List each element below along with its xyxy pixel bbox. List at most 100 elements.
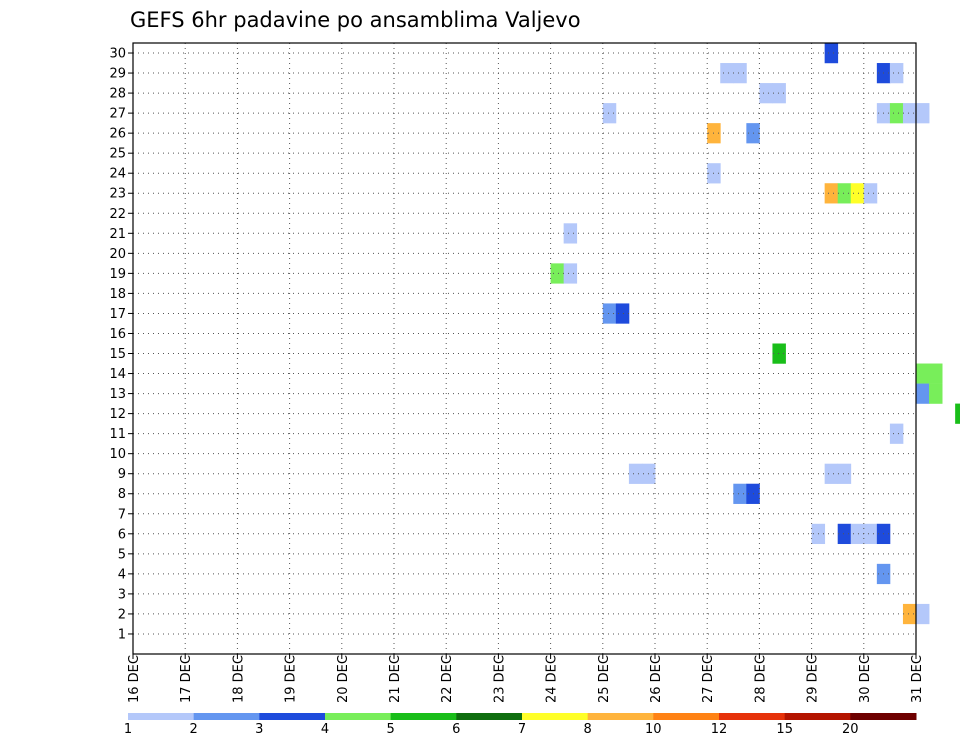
x-tick-label: 27 DEC xyxy=(701,655,716,703)
precip-cell xyxy=(824,183,839,204)
precip-cell xyxy=(824,463,839,484)
grid xyxy=(133,43,916,654)
precip-cell xyxy=(759,83,773,104)
plot-frame xyxy=(132,42,917,655)
y-tick-label: 12 xyxy=(109,407,126,422)
y-tick-label: 30 xyxy=(109,47,126,62)
colorbar-label: 6 xyxy=(452,722,460,737)
colorbar-swatch xyxy=(784,713,851,720)
precip-cell xyxy=(772,83,786,104)
precip-cell xyxy=(602,303,617,324)
precip-cell xyxy=(628,463,643,484)
y-tick-label: 26 xyxy=(109,127,126,142)
y-tick-label: 29 xyxy=(109,67,126,82)
y-tick-label: 28 xyxy=(109,87,126,102)
precip-cell xyxy=(916,363,930,384)
y-tick-label: 4 xyxy=(118,567,126,582)
x-tick-label: 21 DEC xyxy=(388,655,403,703)
y-tick-label: 17 xyxy=(109,307,126,322)
precip-cell xyxy=(863,523,878,545)
y-tick-label: 20 xyxy=(109,247,126,262)
colorbar-swatch xyxy=(193,713,260,720)
precip-cell xyxy=(889,63,904,84)
x-tick-label: 31 DEC xyxy=(910,655,925,703)
x-tick-label: 20 DEC xyxy=(336,655,351,703)
precip-cell xyxy=(824,43,839,64)
chart-title: GEFS 6hr padavine po ansamblima Valjevo xyxy=(130,8,581,32)
precip-cell xyxy=(929,363,943,384)
precip-cell xyxy=(563,263,578,284)
precip-cell xyxy=(837,523,852,545)
precip-cell xyxy=(902,603,917,625)
colorbar-swatch xyxy=(522,713,589,720)
colorbar-label: 1 xyxy=(124,722,132,737)
colorbar-label: 10 xyxy=(645,722,662,737)
precip-cell xyxy=(615,303,630,324)
precip-cell xyxy=(916,603,930,625)
y-tick-label: 23 xyxy=(109,187,126,202)
y-tick-label: 10 xyxy=(109,447,126,462)
y-tick-label: 6 xyxy=(118,527,126,542)
y-tick-label: 13 xyxy=(109,387,126,402)
x-tick-label: 23 DEC xyxy=(492,655,507,703)
y-tick-label: 1 xyxy=(118,627,126,642)
y-tick-label: 24 xyxy=(109,167,126,182)
precip-cell xyxy=(929,383,943,404)
y-tick-label: 14 xyxy=(109,367,126,382)
y-tick-label: 21 xyxy=(109,227,126,242)
colorbar-swatch xyxy=(850,713,917,720)
x-tick-label: 17 DEC xyxy=(179,655,194,703)
precip-cell xyxy=(733,483,747,504)
precip-cell xyxy=(602,103,617,124)
x-tick-label: 28 DEC xyxy=(753,655,768,703)
y-axis-ticks: 1234567891011121314151617181920212223242… xyxy=(109,47,133,642)
precip-cell xyxy=(916,103,930,124)
x-axis-ticks: 16 DEC 17 DEC 18 DEC 19 DEC 20 DEC 21 DEC 22 D… xyxy=(127,654,925,703)
precip-cell xyxy=(916,383,930,404)
colorbar-swatch xyxy=(128,713,195,720)
y-tick-label: 22 xyxy=(109,207,126,222)
precip-cell xyxy=(837,183,852,204)
colorbar-swatch xyxy=(325,713,392,720)
colorbar-swatch xyxy=(390,713,457,720)
precip-cell xyxy=(850,523,865,545)
x-tick-label: 24 DEC xyxy=(545,655,560,703)
y-tick-label: 7 xyxy=(118,507,126,522)
colorbar-label: 4 xyxy=(321,722,329,737)
y-tick-label: 8 xyxy=(118,487,126,502)
x-tick-label: 26 DEC xyxy=(649,655,664,703)
precip-cell xyxy=(955,403,960,424)
y-tick-label: 16 xyxy=(109,327,126,342)
precip-cell xyxy=(863,183,878,204)
y-tick-label: 19 xyxy=(109,267,126,282)
x-tick-label: 18 DEC xyxy=(231,655,246,703)
colorbar-swatch xyxy=(653,713,720,720)
y-tick-label: 5 xyxy=(118,547,126,562)
precip-cell xyxy=(889,103,904,124)
precip-cell xyxy=(733,63,747,84)
colorbar-label: 15 xyxy=(776,722,793,737)
colorbar: 1 2 3 4 5 6 7 8 10 12 15 20 xyxy=(124,713,917,737)
colorbar-label: 8 xyxy=(584,722,592,737)
colorbar-label: 2 xyxy=(190,722,198,737)
colorbar-swatch xyxy=(456,713,523,720)
y-tick-label: 18 xyxy=(109,287,126,302)
y-tick-label: 15 xyxy=(109,347,126,362)
x-tick-label: 30 DEC xyxy=(858,655,873,703)
y-tick-label: 25 xyxy=(109,147,126,162)
precip-cell xyxy=(563,223,578,244)
x-tick-label: 19 DEC xyxy=(284,655,299,703)
colorbar-swatch xyxy=(719,713,786,720)
precip-cell xyxy=(902,103,917,124)
colorbar-label: 3 xyxy=(255,722,263,737)
colorbar-label: 5 xyxy=(387,722,395,737)
y-tick-label: 2 xyxy=(118,607,126,622)
precip-cell xyxy=(889,423,904,444)
precip-cell xyxy=(837,463,852,484)
colorbar-swatch xyxy=(259,713,326,720)
precip-cell xyxy=(772,343,786,364)
precip-cell xyxy=(720,63,734,84)
precip-cell xyxy=(550,263,565,284)
x-tick-label: 25 DEC xyxy=(597,655,612,703)
